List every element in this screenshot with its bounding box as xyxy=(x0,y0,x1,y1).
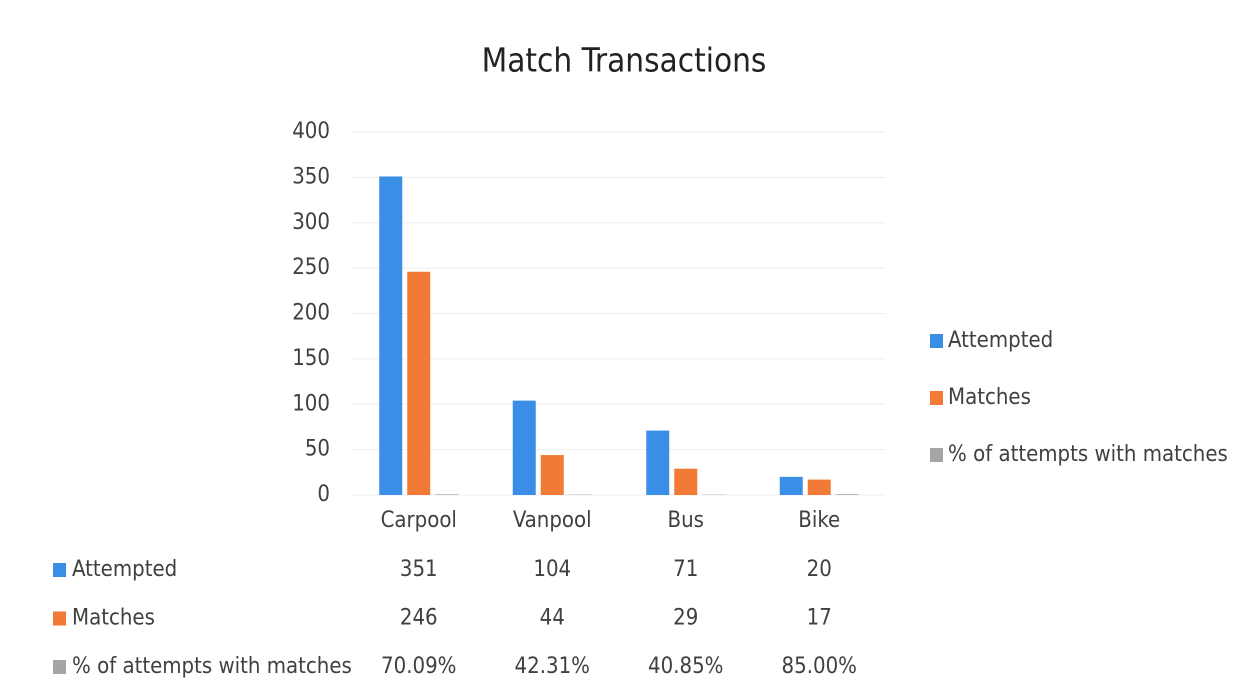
legend-label: % of attempts with matches xyxy=(948,442,1228,467)
x-tick-label: Vanpool xyxy=(513,508,592,533)
table-cell: 44 xyxy=(540,606,565,631)
y-tick-label: 350 xyxy=(292,164,330,189)
bar xyxy=(435,494,459,495)
y-tick-label: 250 xyxy=(292,255,330,280)
table-cell: 85.00% xyxy=(782,654,857,679)
y-tick-label: 50 xyxy=(305,437,330,462)
table-swatch xyxy=(53,660,66,674)
table-cell: 40.85% xyxy=(648,654,723,679)
bar xyxy=(807,479,831,495)
bar xyxy=(779,476,803,495)
table-cell: 70.09% xyxy=(381,654,456,679)
y-tick-label: 100 xyxy=(292,391,330,416)
y-tick-label: 200 xyxy=(292,301,330,326)
bar xyxy=(512,400,536,495)
table-swatch xyxy=(53,563,66,577)
legend-label: Attempted xyxy=(948,328,1053,353)
table-row-label: % of attempts with matches xyxy=(72,654,352,679)
table-cell: 351 xyxy=(400,557,438,582)
table-cell: 17 xyxy=(807,606,832,631)
table-cell: 20 xyxy=(807,557,832,582)
bar xyxy=(379,176,403,495)
table-swatch xyxy=(53,611,66,626)
table-cell: 42.31% xyxy=(515,654,590,679)
x-tick-label: Bike xyxy=(798,508,840,533)
bar xyxy=(835,494,859,495)
bar xyxy=(674,468,698,495)
chart-title: Match Transactions xyxy=(482,41,767,80)
legend-swatch xyxy=(930,334,943,348)
table-cell: 71 xyxy=(673,557,698,582)
legend-swatch xyxy=(930,391,943,405)
y-tick-label: 300 xyxy=(292,210,330,235)
x-tick-label: Bus xyxy=(668,508,704,533)
table-row-label: Attempted xyxy=(72,557,177,582)
table-row-label: Matches xyxy=(72,606,155,631)
y-tick-label: 400 xyxy=(292,119,330,144)
table-cell: 29 xyxy=(673,606,698,631)
x-tick-label: Carpool xyxy=(381,508,457,533)
y-tick-label: 150 xyxy=(292,346,330,371)
bar xyxy=(540,455,564,495)
bar xyxy=(407,271,431,495)
legend-swatch xyxy=(930,448,943,462)
y-tick-label: 0 xyxy=(317,482,330,507)
legend-label: Matches xyxy=(948,385,1031,410)
table-cell: 104 xyxy=(533,557,571,582)
table-cell: 246 xyxy=(400,606,438,631)
bar xyxy=(646,430,670,495)
